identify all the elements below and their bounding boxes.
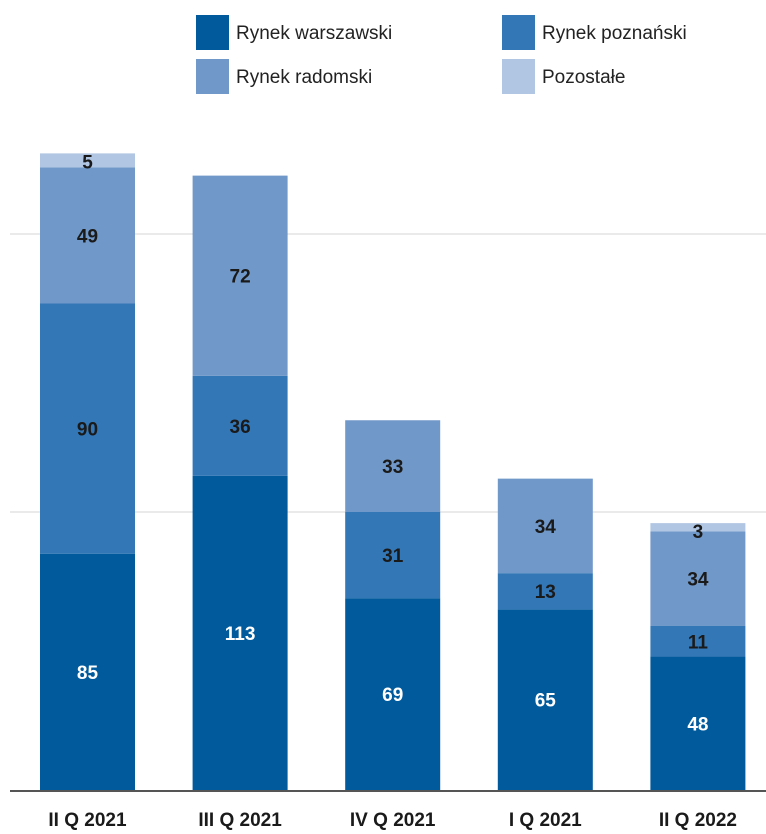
- category-label: III Q 2021: [198, 810, 282, 831]
- category-label: I Q 2021: [509, 810, 582, 831]
- value-labels: 85 90 49 5 113 36 72 69 31 33 65 13 34 48 11 34 3: [77, 152, 709, 735]
- bar-segment-rynek-poznanski: [345, 512, 441, 599]
- bar-segment-rynek-poznanski: [497, 573, 593, 610]
- value-label: 65: [535, 691, 557, 712]
- bar-segment-rynek-poznanski: [192, 375, 288, 476]
- legend-swatch: [196, 59, 229, 94]
- category-label: IV Q 2021: [350, 810, 436, 831]
- category-labels: II Q 2021 III Q 2021 IV Q 2021 I Q 2021 II Q…: [48, 810, 737, 831]
- bar-segment-rynek-radomski: [192, 175, 288, 376]
- bar-segment-rynek-warszawski: [192, 475, 288, 790]
- legend-swatch: [196, 15, 229, 50]
- bar-segment-rynek-poznanski: [650, 625, 746, 657]
- legend-swatch: [502, 59, 535, 94]
- value-label: 90: [77, 420, 98, 441]
- value-label: 48: [687, 714, 708, 735]
- value-label: 36: [230, 417, 251, 438]
- bar-segment-rynek-warszawski: [497, 609, 593, 790]
- value-label: 69: [382, 685, 403, 706]
- legend: Rynek warszawski Rynek poznański Rynek rad…: [196, 15, 687, 94]
- value-label: 11: [688, 632, 709, 653]
- bar-segment-rynek-radomski: [40, 167, 135, 304]
- legend-label: Rynek poznański: [542, 23, 687, 44]
- bar-segment-rynek-warszawski: [40, 553, 135, 790]
- value-label: 33: [382, 457, 403, 478]
- bar-segment-rynek-radomski: [345, 420, 441, 512]
- value-label: 49: [77, 226, 98, 247]
- bar-segment-pozosta-e: [650, 523, 746, 532]
- legend-label: Rynek warszawski: [236, 23, 392, 44]
- value-label: 113: [225, 624, 256, 645]
- bar-segment-rynek-radomski: [650, 531, 746, 626]
- legend-item-rynek-warszawski: Rynek warszawski: [196, 15, 392, 50]
- legend-item-pozosta-e: Pozostałe: [502, 59, 625, 94]
- legend-label: Rynek radomski: [236, 67, 372, 88]
- category-label: II Q 2022: [659, 810, 737, 831]
- legend-item-rynek-poznanski: Rynek poznański: [502, 15, 687, 50]
- bar-segment-rynek-poznanski: [40, 303, 135, 554]
- bar-segment-rynek-warszawski: [345, 598, 441, 790]
- value-label: 31: [382, 546, 404, 567]
- value-label: 34: [687, 570, 709, 591]
- bars: [40, 153, 746, 790]
- value-label: 34: [535, 517, 557, 538]
- value-label: 13: [535, 582, 556, 603]
- category-label: II Q 2021: [48, 810, 127, 831]
- value-label: 5: [82, 152, 93, 173]
- bar-segment-pozosta-e: [40, 153, 135, 168]
- bar-segment-rynek-warszawski: [650, 656, 746, 790]
- bar-segment-rynek-radomski: [497, 478, 593, 574]
- value-label: 85: [77, 663, 99, 684]
- value-label: 3: [693, 522, 704, 543]
- legend-label: Pozostałe: [542, 67, 625, 88]
- value-label: 72: [230, 267, 251, 288]
- legend-swatch: [502, 15, 535, 50]
- legend-item-rynek-radomski: Rynek radomski: [196, 59, 372, 94]
